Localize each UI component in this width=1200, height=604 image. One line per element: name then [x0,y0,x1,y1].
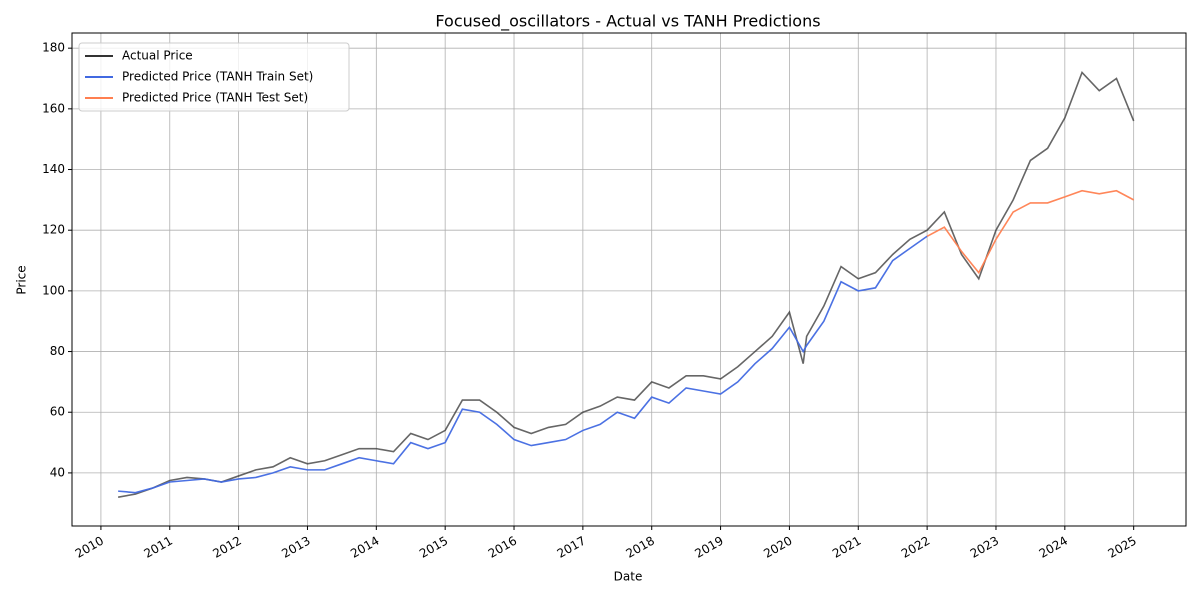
x-tick-label: 2022 [899,534,932,561]
chart-title: Focused_oscillators - Actual vs TANH Pre… [435,12,820,32]
x-tick-label: 2015 [417,534,450,561]
x-tick-label: 2025 [1105,534,1138,561]
legend-label: Actual Price [122,49,193,63]
data-line [926,189,1135,275]
x-tick-label: 2016 [486,534,519,561]
data-line [118,235,928,494]
y-tick-label: 140 [42,162,65,176]
x-tick-label: 2017 [555,534,588,561]
legend: Actual Price Predicted Price (TANH Train … [78,42,350,112]
data-line [117,70,1135,498]
x-tick-label: 2018 [624,534,657,561]
x-tick-label: 2023 [968,534,1001,561]
y-axis-label: Price [15,265,29,294]
x-tick-label: 2011 [142,534,175,561]
y-tick-label: 100 [42,283,65,297]
x-tick-label: 2012 [210,534,243,561]
y-tick-label: 40 [50,465,65,479]
legend-box [78,42,350,112]
x-tick-label: 2014 [348,534,381,561]
y-tick-label: 60 [50,405,65,419]
plot-frame [71,32,1187,527]
x-tick-label: 2019 [692,534,725,561]
legend-label: Predicted Price (TANH Test Set) [122,91,308,105]
x-tick-label: 2013 [279,534,312,561]
x-tick-label: 2021 [830,534,863,561]
y-tick-label: 180 [42,41,65,55]
y-tick-label: 120 [42,223,65,237]
legend-label: Predicted Price (TANH Train Set) [122,70,313,84]
y-tick-label: 80 [50,344,65,358]
x-tick-label: 2010 [73,534,106,561]
y-tick-label: 160 [42,101,65,115]
x-tick-label: 2024 [1037,534,1070,561]
x-axis-label: Date [614,570,643,584]
x-tick-label: 2020 [761,534,794,561]
